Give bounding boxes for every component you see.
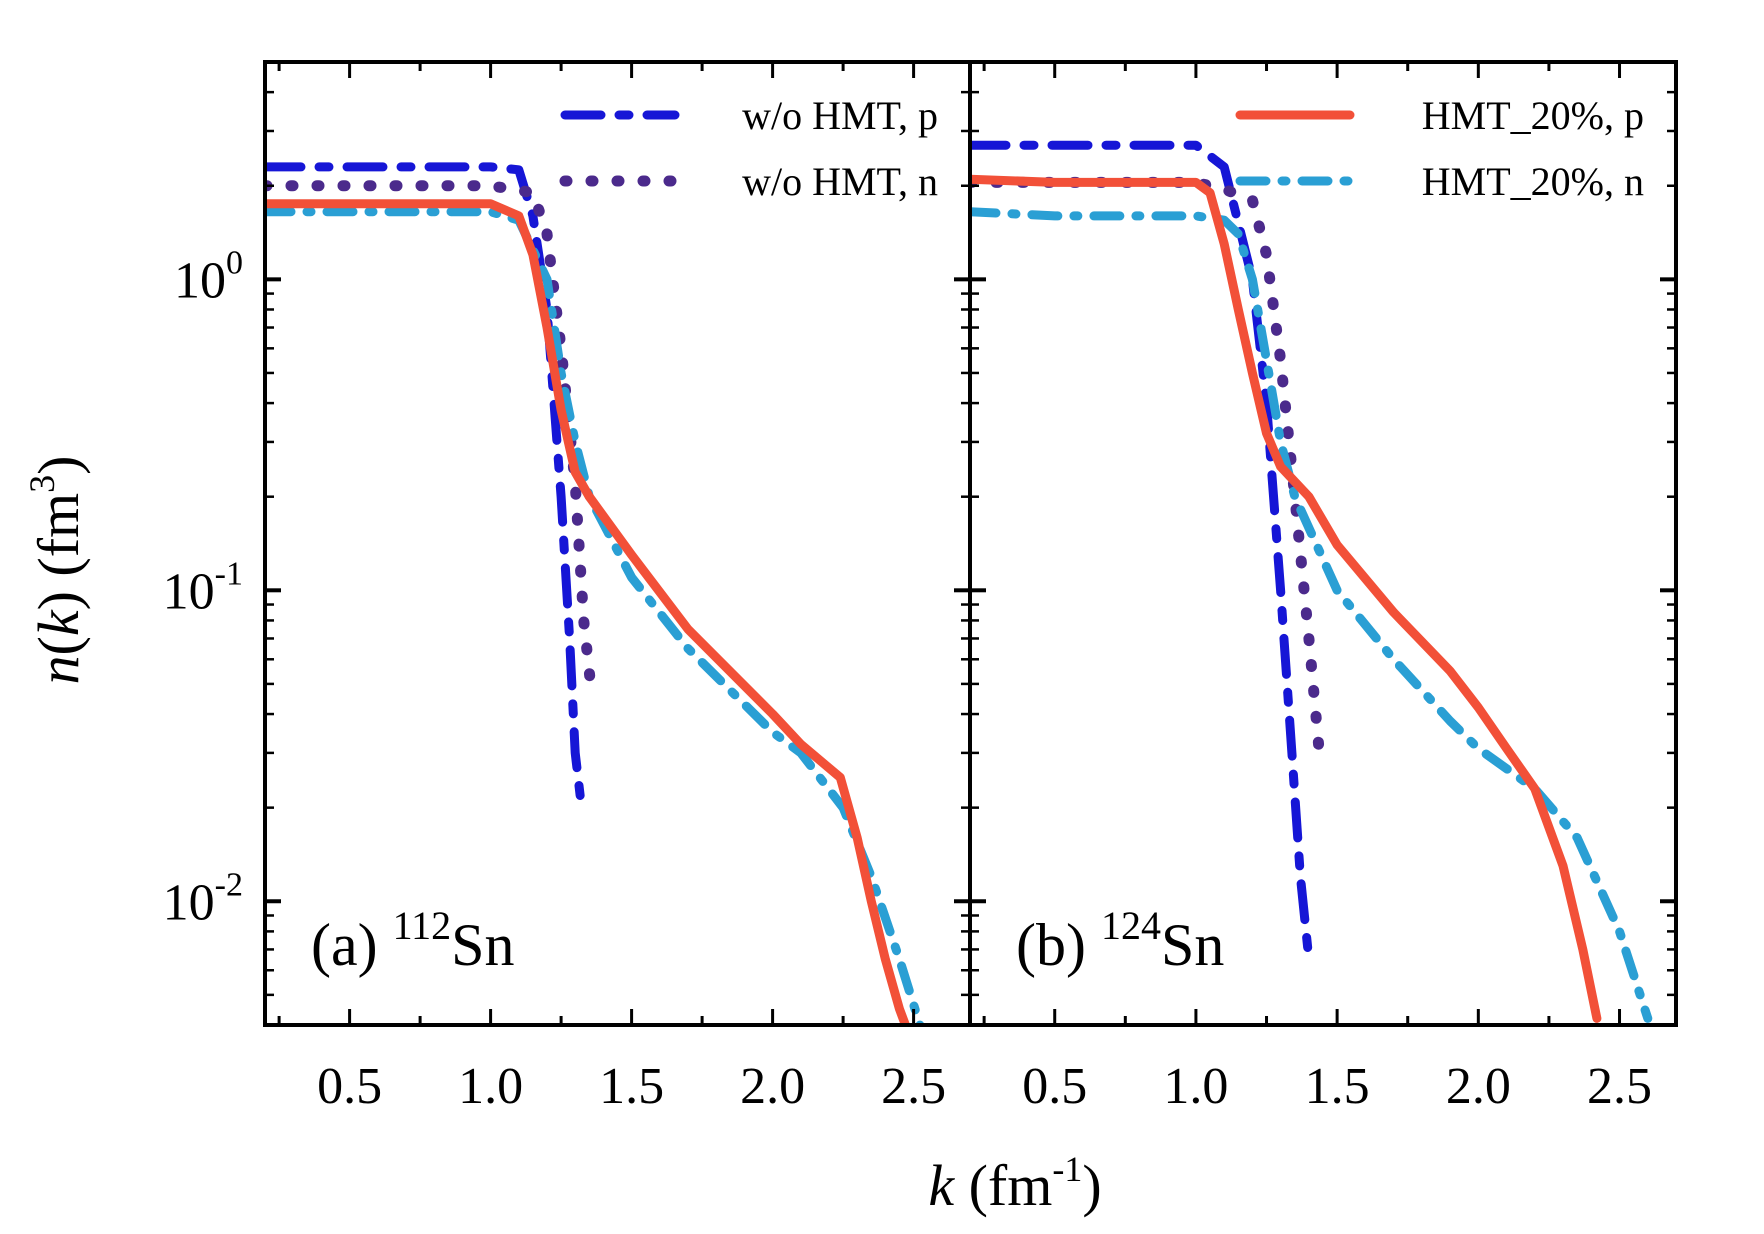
x-tick-label: 2.5: [881, 1058, 946, 1115]
x-tick-label: 0.5: [317, 1058, 382, 1115]
y-tick-exponent: 0: [226, 244, 243, 281]
series-group: [265, 162, 925, 1025]
x-tick-label: 2.0: [1446, 1058, 1511, 1115]
x-axis-title: k (fm-1): [928, 1149, 1101, 1218]
y-tick-base: 10: [163, 874, 215, 931]
y-tick-label: 100: [174, 244, 243, 309]
y-tick-base: 10: [174, 252, 226, 309]
panel-b: 0.5 1.0 1.5 2.0 2.5 HMT_20%, p HMT_20%, n (b) 1…: [968, 60, 1678, 1115]
legend-label: HMT_20%, p: [1422, 93, 1644, 138]
legend-label: w/o HMT, n: [742, 159, 938, 204]
x-tick-label: 2.0: [740, 1058, 805, 1115]
series-line-p-hmt: [265, 199, 911, 1025]
y-tick-label: 10-2: [163, 866, 243, 931]
panel-letter: (b): [1016, 912, 1101, 978]
y-tick-base: 10: [163, 563, 215, 620]
legend-label: w/o HMT, p: [742, 93, 938, 138]
y-axis-title: n(k) (fm3): [22, 456, 91, 685]
mass-number: 124: [1101, 903, 1161, 948]
legend-label: HMT_20%, n: [1422, 159, 1644, 204]
series-group: [970, 140, 1653, 1023]
panel-label: (b) 124Sn: [1016, 903, 1224, 978]
series-line-p-wo: [265, 162, 586, 806]
series-line-n-wo: [970, 176, 1326, 768]
y-tick-exponent: -2: [215, 866, 243, 903]
x-tick-label: 0.5: [1022, 1058, 1087, 1115]
x-tick-label: 1.5: [1305, 1058, 1370, 1115]
x-tick-label: 1.5: [599, 1058, 664, 1115]
series-line-n-wo: [265, 180, 598, 704]
plot-frame: [968, 60, 1678, 1027]
series-line-p-hmt: [970, 174, 1602, 1023]
element-symbol: Sn: [1161, 912, 1224, 978]
y-tick-label: 10-1: [163, 555, 243, 620]
series-line-p-wo: [970, 140, 1314, 964]
x-tick-label: 1.0: [1163, 1058, 1228, 1115]
element-symbol: Sn: [451, 912, 514, 978]
panel-letter: (a): [311, 912, 393, 978]
series-line-n-hmt: [265, 207, 925, 1025]
y-tick-exponent: -1: [215, 555, 243, 592]
mass-number: 112: [393, 903, 452, 948]
x-tick-label: 2.5: [1587, 1058, 1652, 1115]
panel-label: (a) 112Sn: [311, 903, 514, 978]
x-tick-label: 1.0: [458, 1058, 523, 1115]
